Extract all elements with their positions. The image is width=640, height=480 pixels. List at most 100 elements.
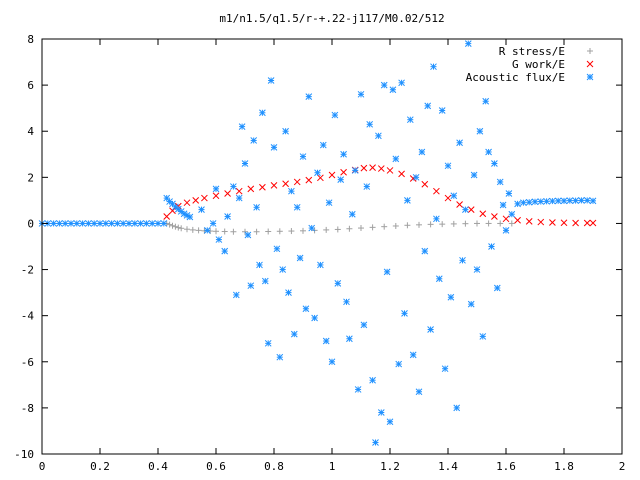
- acoustic-flux-e-point: [514, 200, 521, 208]
- acoustic-flux-e-point: [270, 144, 278, 151]
- y-tick-label: -2: [21, 264, 34, 277]
- g-work-e-point: [589, 219, 597, 227]
- acoustic-flux-e-point: [232, 291, 240, 299]
- y-tick-label: 8: [27, 33, 34, 46]
- acoustic-flux-e-point: [299, 153, 307, 160]
- acoustic-flux-e-point: [470, 171, 478, 179]
- x-tick-label: 1.2: [380, 460, 400, 473]
- acoustic-flux-e-point: [549, 197, 556, 205]
- r-stress-e-point: [242, 228, 248, 235]
- acoustic-flux-e-point: [467, 300, 475, 308]
- acoustic-flux-e-point: [79, 220, 86, 227]
- acoustic-flux-e-point: [314, 169, 321, 177]
- g-work-e-point: [560, 219, 568, 227]
- x-tick-label: 1.8: [554, 460, 574, 473]
- g-work-e-point: [386, 167, 394, 174]
- r-stress-e-point: [462, 220, 469, 227]
- acoustic-flux-e-point: [331, 111, 339, 119]
- acoustic-flux-e-point: [424, 102, 432, 110]
- acoustic-flux-e-point: [73, 220, 81, 227]
- g-work-e-point: [183, 199, 191, 207]
- chart-marks: [38, 40, 597, 446]
- g-work-e-point: [201, 194, 208, 202]
- acoustic-flux-e-point: [290, 330, 298, 338]
- acoustic-flux-e-point: [311, 314, 318, 322]
- y-tick-label: 0: [27, 217, 34, 230]
- acoustic-flux-e-point: [238, 123, 246, 130]
- acoustic-flux-e-point: [363, 183, 371, 190]
- r-stress-e-point: [172, 223, 179, 230]
- acoustic-flux-e-point: [406, 116, 414, 124]
- y-tick-label: -10: [14, 448, 34, 461]
- g-work-e-point: [398, 170, 405, 178]
- acoustic-flux-e-point: [572, 197, 579, 204]
- acoustic-flux-e-point: [221, 247, 229, 255]
- acoustic-flux-e-point: [334, 280, 342, 287]
- acoustic-flux-e-point: [273, 245, 281, 253]
- acoustic-flux-e-point: [241, 160, 249, 167]
- acoustic-flux-e-point: [351, 167, 359, 174]
- acoustic-flux-e-point: [85, 220, 92, 227]
- acoustic-flux-e-point: [137, 220, 144, 227]
- acoustic-flux-e-point: [589, 197, 597, 205]
- r-stress-e-point: [178, 225, 185, 232]
- r-stress-e-point: [334, 226, 341, 233]
- g-work-e-point: [467, 206, 475, 213]
- acoustic-flux-e-point: [543, 197, 550, 205]
- acoustic-flux-e-point: [508, 210, 516, 218]
- acoustic-flux-e-point: [259, 109, 266, 117]
- acoustic-flux-e-point: [488, 243, 495, 250]
- acoustic-flux-e-point: [343, 298, 350, 306]
- acoustic-flux-e-point: [404, 197, 411, 204]
- acoustic-flux-e-point: [459, 256, 466, 264]
- acoustic-flux-e-point: [554, 197, 562, 205]
- acoustic-flux-e-point: [438, 107, 446, 114]
- r-stress-e-point: [508, 220, 515, 227]
- acoustic-flux-e-point: [462, 206, 469, 213]
- g-work-e-point: [305, 176, 313, 184]
- x-tick-label: 0.2: [90, 460, 110, 473]
- acoustic-flux-e-point: [444, 162, 452, 170]
- acoustic-flux-e-point: [389, 86, 397, 94]
- acoustic-flux-e-point: [427, 326, 434, 333]
- acoustic-flux-e-point: [230, 183, 237, 190]
- r-stress-e-point: [381, 223, 388, 230]
- acoustic-flux-e-point: [160, 220, 168, 227]
- axis-ticks: 0 0.2 0.4 0.6 0.8 1 1.2 1.4 1.6 1.8 2 8 6 4 2 0 -2 -4 -6 -8…: [14, 33, 625, 473]
- acoustic-flux-e-point: [250, 137, 258, 144]
- acoustic-flux-e-point: [375, 132, 382, 140]
- legend-label: R stress/E: [499, 45, 565, 58]
- acoustic-flux-e-point: [322, 337, 330, 345]
- acoustic-flux-e-point: [96, 220, 104, 227]
- acoustic-flux-e-point: [450, 192, 458, 200]
- g-work-e-point: [270, 182, 278, 189]
- y-tick-label: -4: [21, 310, 35, 323]
- r-stress-e-point: [166, 221, 173, 228]
- acoustic-flux-e-point: [102, 220, 110, 227]
- acoustic-flux-e-point: [453, 404, 461, 412]
- g-work-e-point: [282, 180, 289, 188]
- acoustic-flux-e-point: [421, 247, 429, 255]
- acoustic-flux-e-point: [380, 81, 388, 89]
- acoustic-flux-e-point: [369, 376, 376, 384]
- g-work-e-point: [340, 168, 347, 176]
- acoustic-flux-e-point: [285, 289, 292, 296]
- acoustic-flux-e-point: [61, 220, 69, 227]
- r-stress-e-point: [358, 225, 364, 232]
- r-stress-e-point: [288, 228, 295, 235]
- acoustic-flux-e-point: [131, 220, 139, 227]
- acoustic-flux-e-point: [186, 213, 194, 221]
- r-stress-e-point: [184, 226, 190, 233]
- g-work-e-point: [537, 218, 545, 226]
- g-work-e-point: [502, 215, 510, 223]
- acoustic-flux-e-point: [433, 215, 440, 223]
- acoustic-flux-e-point: [235, 194, 243, 202]
- acoustic-flux-e-point: [154, 220, 162, 227]
- acoustic-flux-e-point: [493, 284, 501, 292]
- acoustic-flux-e-point: [143, 220, 150, 227]
- acoustic-flux-e-point: [566, 197, 574, 204]
- acoustic-flux-e-point: [531, 198, 539, 206]
- acoustic-flux-e-point: [409, 351, 417, 359]
- acoustic-flux-e-point: [340, 150, 347, 158]
